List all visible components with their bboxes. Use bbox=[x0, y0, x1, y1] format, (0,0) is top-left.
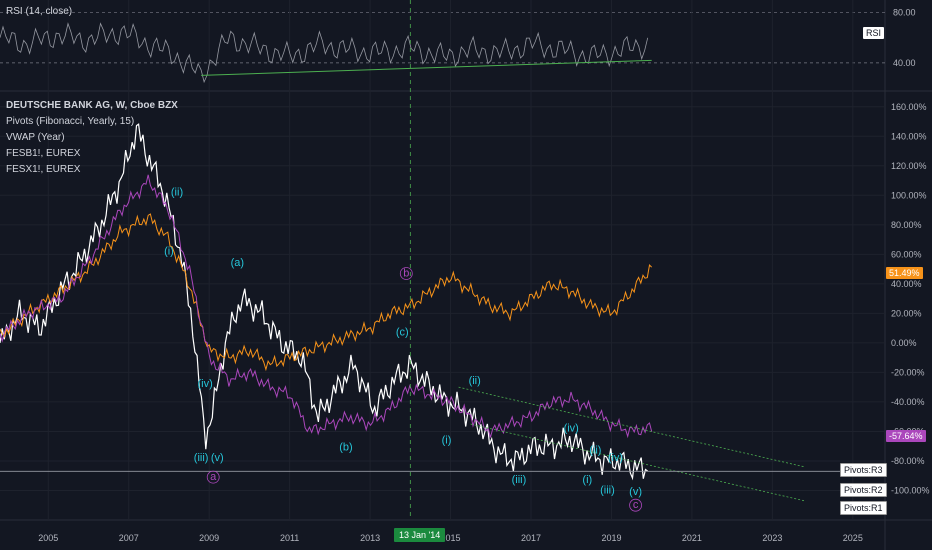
study-pivots[interactable]: Pivots (Fibonacci, Yearly, 15) bbox=[6, 116, 135, 127]
wave-label: (ii) bbox=[589, 445, 601, 457]
main-legend: DEUTSCHE BANK AG, W, Cboe BZX Pivots (Fi… bbox=[6, 98, 178, 178]
x-tick-label: 2025 bbox=[843, 533, 863, 543]
pivot-r3-label: Pivots:R3 bbox=[840, 463, 887, 477]
y-tick-label: 160.00% bbox=[891, 102, 927, 112]
wave-label: (i) bbox=[442, 434, 452, 446]
wave-label: (iv) bbox=[608, 452, 623, 464]
wave-label: (iii) bbox=[512, 474, 527, 486]
y-tick-label: 20.00% bbox=[891, 308, 922, 318]
series-layer bbox=[0, 0, 885, 520]
wave-label: a bbox=[210, 471, 217, 483]
rsi-tag[interactable]: RSI bbox=[863, 27, 885, 39]
wave-label: (v) bbox=[211, 452, 224, 464]
x-tick-label: 2005 bbox=[38, 533, 58, 543]
wave-label: b bbox=[403, 267, 409, 279]
series-line bbox=[0, 213, 653, 372]
x-tick-label: 2013 bbox=[360, 533, 380, 543]
wave-label: (b) bbox=[339, 442, 352, 454]
y-tick-label: 80.00% bbox=[891, 220, 922, 230]
trend-line bbox=[470, 423, 805, 502]
wave-label-circle bbox=[629, 498, 642, 512]
wave-label: (i) bbox=[582, 474, 592, 486]
x-tick-label: 2011 bbox=[280, 533, 299, 543]
series-line bbox=[0, 174, 653, 439]
wave-label: (ii) bbox=[171, 186, 183, 198]
x-tick-label: 2015 bbox=[441, 533, 461, 543]
y-tick-label: 0.00% bbox=[891, 338, 917, 348]
pivot-r2-label: Pivots:R2 bbox=[840, 483, 887, 497]
y-tick-label: 100.00% bbox=[891, 190, 927, 200]
y-tick-label: -100.00% bbox=[891, 485, 930, 495]
annotations: (i)(ii)(iv)(iii) (v)a(a)(b)b(c)(i)(ii)(ii… bbox=[164, 186, 642, 512]
pivot-r1-label: Pivots:R1 bbox=[840, 501, 887, 515]
rsi-level-label: 80.00 bbox=[893, 8, 916, 18]
wave-label: (ii) bbox=[469, 375, 481, 387]
y-tick-label: 60.00% bbox=[891, 249, 922, 259]
x-tick-label: 2017 bbox=[521, 533, 541, 543]
rsi-level-label: 40.00 bbox=[893, 58, 916, 68]
y-tick-label: 120.00% bbox=[891, 161, 927, 171]
y-tick-label: -40.00% bbox=[891, 397, 925, 407]
wave-label: (c) bbox=[396, 327, 409, 339]
wave-label-circle bbox=[206, 470, 220, 484]
symbol-title[interactable]: DEUTSCHE BANK AG, W, Cboe BZX bbox=[6, 100, 178, 111]
wave-label-circle bbox=[399, 267, 413, 280]
x-tick-label: 2019 bbox=[601, 533, 621, 543]
rsi-line bbox=[0, 22, 649, 84]
rsi-title: RSI (14, close) bbox=[6, 6, 73, 17]
x-tick-label: 2023 bbox=[762, 533, 782, 543]
study-fesb[interactable]: FESB1!, EUREX bbox=[6, 148, 81, 159]
x-tick-label: 2007 bbox=[119, 533, 139, 543]
y-tick-label: -20.00% bbox=[891, 367, 925, 377]
y-tick-label: 40.00% bbox=[891, 279, 922, 289]
trend-line bbox=[458, 386, 805, 468]
x-tick-label: 2009 bbox=[199, 533, 219, 543]
wave-label: (iv) bbox=[198, 378, 213, 390]
y-tick-label: -80.00% bbox=[891, 456, 925, 466]
wave-label: (iii) bbox=[600, 484, 615, 496]
wave-label: c bbox=[633, 499, 639, 511]
rsi-trend-line bbox=[201, 59, 652, 76]
x-tick-label: 2021 bbox=[682, 533, 702, 543]
price-tag-fesx: -57.64% bbox=[886, 430, 926, 442]
wave-label: (iv) bbox=[564, 422, 579, 434]
wave-label: (i) bbox=[164, 245, 174, 257]
study-fesx[interactable]: FESX1!, EUREX bbox=[6, 164, 81, 175]
wave-label: (a) bbox=[231, 257, 244, 269]
series-line bbox=[0, 123, 649, 481]
rsi-panel bbox=[0, 22, 652, 84]
study-vwap[interactable]: VWAP (Year) bbox=[6, 132, 65, 143]
wave-label: (v) bbox=[629, 486, 642, 498]
y-tick-label: 140.00% bbox=[891, 131, 927, 141]
axes: 80.00 40.00 2005 2007 2009 2011 2013 2015 2017 20… bbox=[38, 8, 929, 543]
price-tag-fesb: 51.49% bbox=[886, 267, 923, 279]
crosshair-date: 13 Jan '14 bbox=[394, 528, 446, 542]
wave-label: (iii) bbox=[194, 452, 209, 464]
